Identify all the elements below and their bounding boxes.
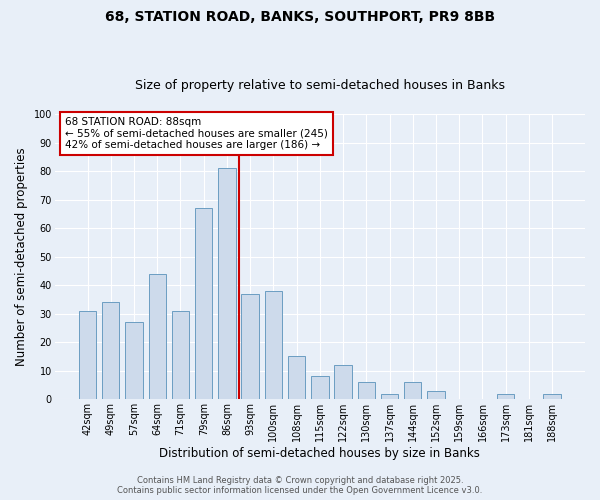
Bar — [311, 376, 329, 400]
Title: Size of property relative to semi-detached houses in Banks: Size of property relative to semi-detach… — [135, 79, 505, 92]
Text: Contains HM Land Registry data © Crown copyright and database right 2025.
Contai: Contains HM Land Registry data © Crown c… — [118, 476, 482, 495]
Bar — [195, 208, 212, 400]
Y-axis label: Number of semi-detached properties: Number of semi-detached properties — [15, 148, 28, 366]
Bar — [334, 365, 352, 400]
Text: 68 STATION ROAD: 88sqm
← 55% of semi-detached houses are smaller (245)
42% of se: 68 STATION ROAD: 88sqm ← 55% of semi-det… — [65, 117, 328, 150]
Bar — [241, 294, 259, 400]
Bar — [102, 302, 119, 400]
Bar — [218, 168, 236, 400]
Bar — [404, 382, 421, 400]
Text: 68, STATION ROAD, BANKS, SOUTHPORT, PR9 8BB: 68, STATION ROAD, BANKS, SOUTHPORT, PR9 … — [105, 10, 495, 24]
Bar — [427, 390, 445, 400]
Bar — [172, 311, 189, 400]
Bar — [358, 382, 375, 400]
Bar — [125, 322, 143, 400]
X-axis label: Distribution of semi-detached houses by size in Banks: Distribution of semi-detached houses by … — [160, 447, 480, 460]
Bar — [265, 291, 282, 400]
Bar — [79, 311, 96, 400]
Bar — [149, 274, 166, 400]
Bar — [381, 394, 398, 400]
Bar — [497, 394, 514, 400]
Bar — [288, 356, 305, 400]
Bar — [544, 394, 561, 400]
